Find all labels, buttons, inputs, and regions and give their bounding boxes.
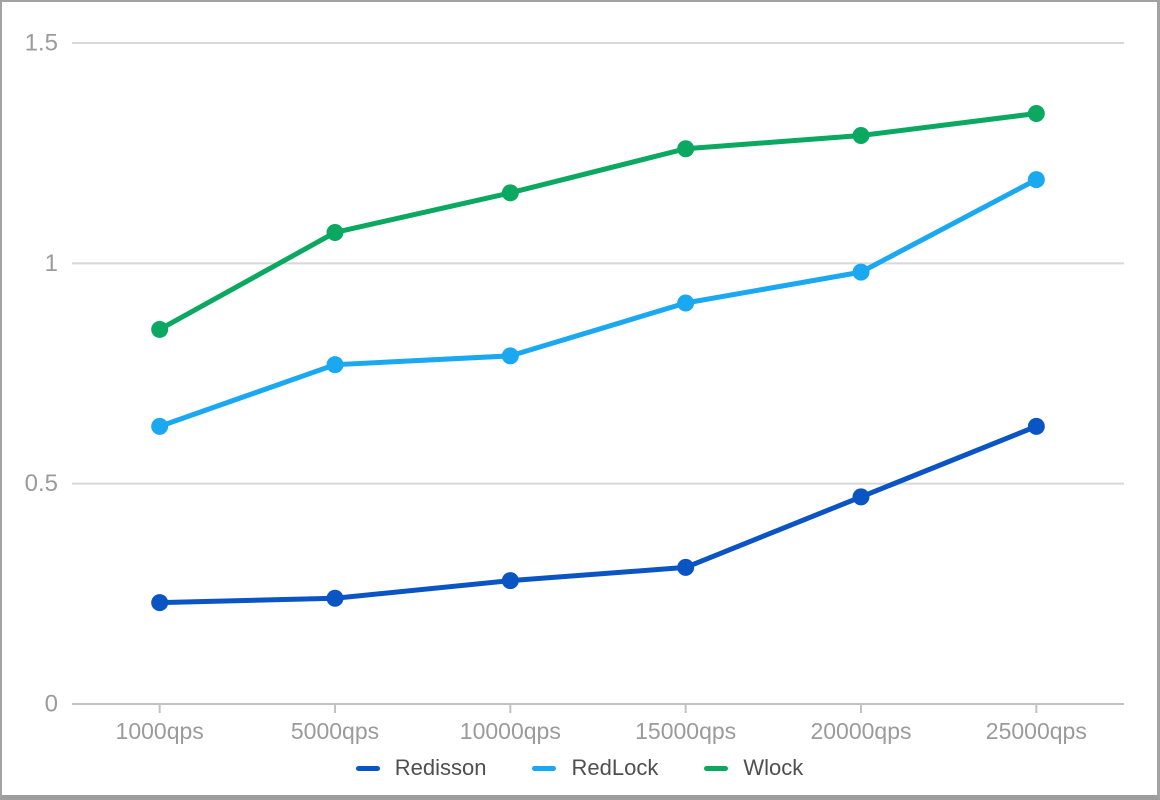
series-line-redlock [157, 177, 1039, 429]
data-point-redisson-20000qps [852, 488, 870, 506]
data-point-redlock-1000qps [151, 417, 169, 435]
data-point-wlock-25000qps [1027, 105, 1045, 123]
legend-item-redlock: RedLock [532, 755, 658, 781]
data-point-redlock-25000qps [1027, 171, 1045, 189]
legend-item-wlock: Wlock [704, 755, 803, 781]
legend-dash-icon [532, 765, 557, 771]
legend-dash-icon [704, 765, 729, 771]
x-axis-label: 10000qps [460, 718, 561, 744]
data-point-wlock-10000qps [501, 184, 519, 202]
data-point-redisson-5000qps [326, 589, 344, 607]
y-axis-label: 0 [45, 691, 58, 718]
data-point-redisson-10000qps [501, 572, 519, 590]
data-point-redlock-15000qps [677, 294, 695, 312]
x-axis-label: 15000qps [635, 718, 736, 744]
x-axis-label: 25000qps [986, 718, 1087, 744]
data-point-redisson-15000qps [677, 558, 695, 576]
x-axis-label: 1000qps [116, 718, 204, 744]
data-point-redlock-20000qps [852, 263, 870, 281]
x-axis-label: 5000qps [291, 718, 379, 744]
legend-dash-icon [355, 765, 380, 771]
data-point-redlock-5000qps [326, 356, 344, 374]
series-line-wlock [157, 111, 1039, 332]
legend-item-redisson: Redisson [355, 755, 487, 781]
data-point-wlock-1000qps [151, 320, 169, 338]
x-axis-label: 20000qps [810, 718, 911, 744]
legend-label: Redisson [394, 755, 487, 780]
data-point-wlock-15000qps [677, 140, 695, 158]
data-point-redisson-1000qps [151, 594, 169, 612]
y-axis-label: 1 [45, 250, 58, 277]
series-line-redisson [157, 423, 1039, 606]
y-axis-label: 0.5 [25, 470, 58, 497]
data-point-wlock-5000qps [326, 223, 344, 241]
y-axis-label: 1.5 [25, 30, 58, 57]
data-point-redisson-25000qps [1027, 417, 1045, 435]
legend-label: RedLock [571, 755, 659, 780]
legend-label: Wlock [743, 755, 804, 780]
data-point-redlock-10000qps [501, 347, 519, 365]
chart-legend: Redisson RedLock Wlock [2, 755, 1157, 781]
data-point-wlock-20000qps [852, 127, 870, 145]
